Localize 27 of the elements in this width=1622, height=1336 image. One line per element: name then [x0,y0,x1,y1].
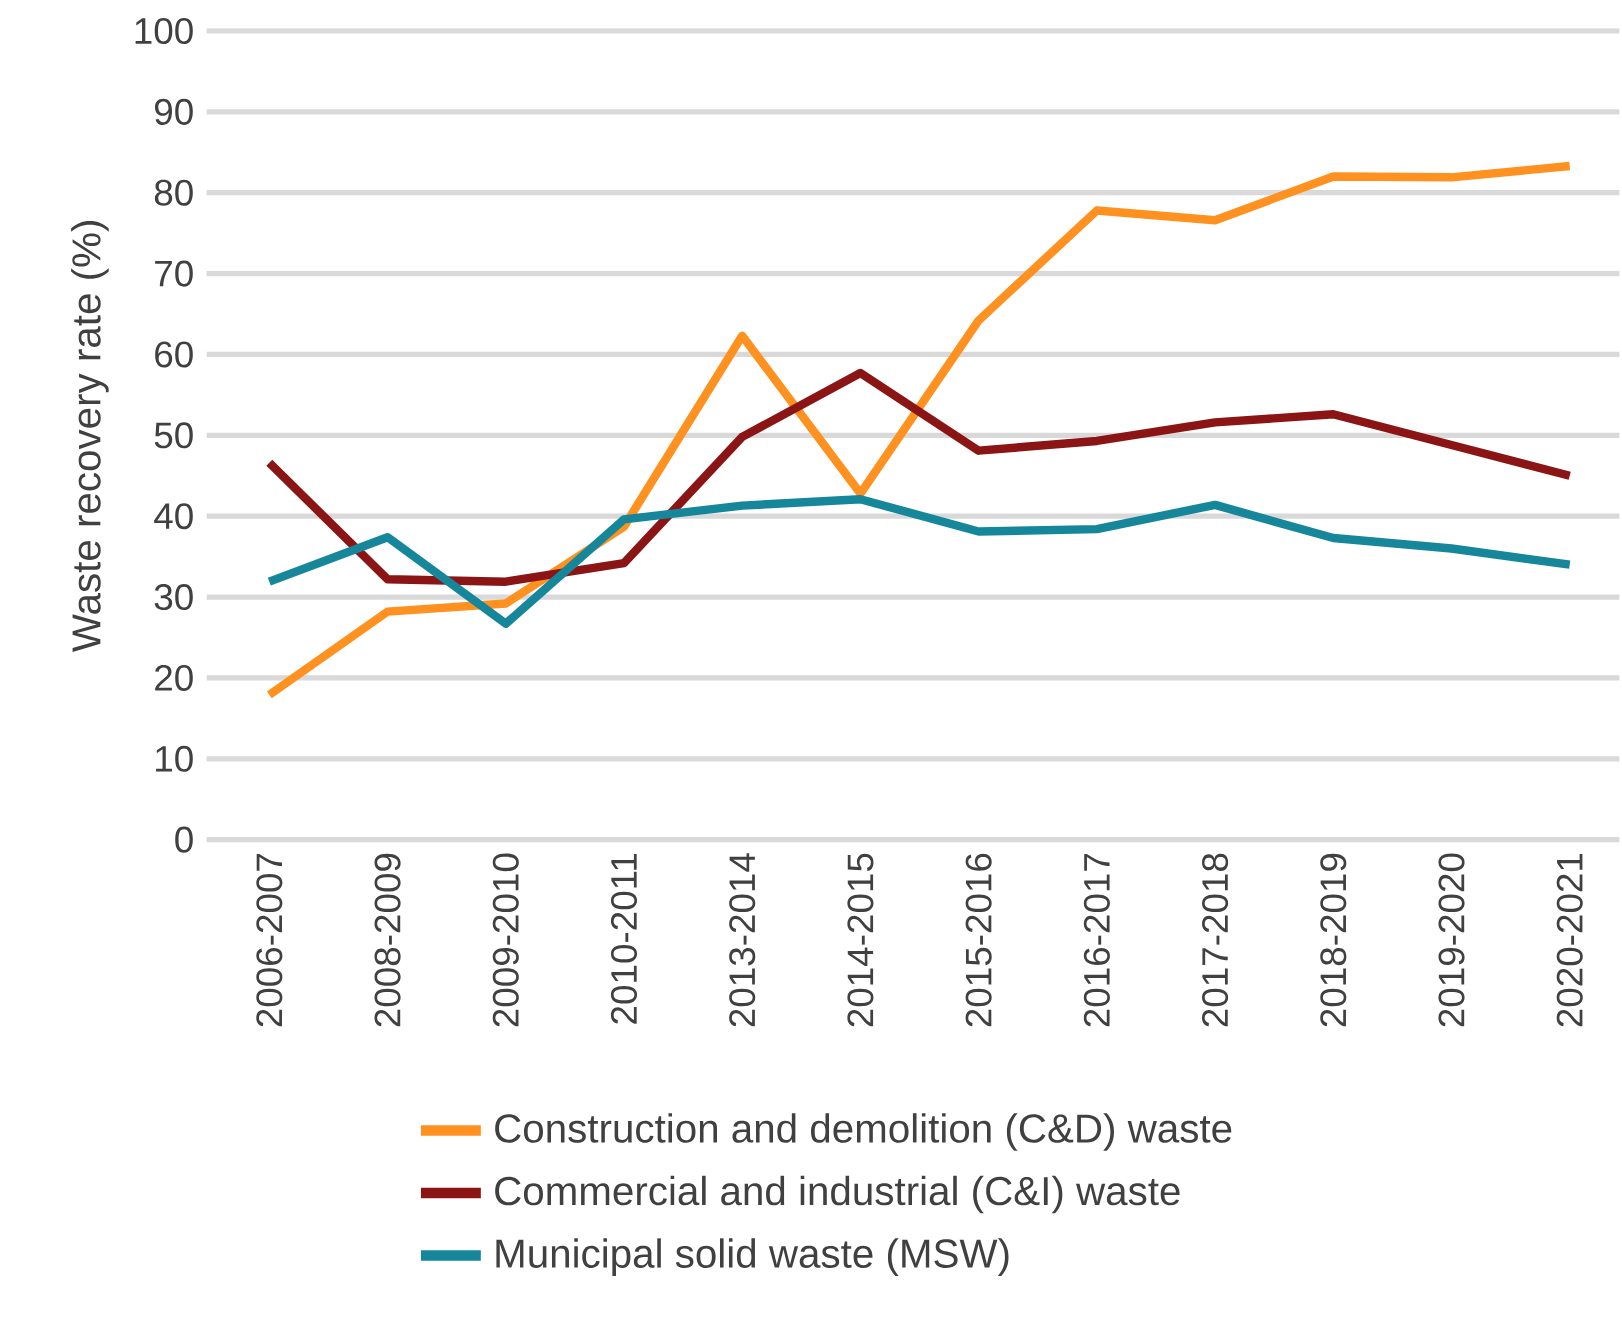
x-tick-label: 2009-2010 [492,853,519,1027]
x-tick-label: 2008-2009 [374,853,401,1027]
legend-label: Commercial and industrial (C&I) waste [495,1175,1180,1214]
x-tick-label: 2020-2021 [1556,853,1583,1027]
x-tick-label: 2014-2015 [847,853,874,1027]
y-tick-label: 100 [135,18,193,45]
x-tick-label: 2018-2019 [1320,853,1347,1027]
x-tick-label: 2010-2011 [610,853,638,1024]
x-tick-label: 2006-2007 [256,854,283,1027]
y-tick-label: 70 [155,260,193,287]
y-tick-label: 60 [155,341,193,368]
y-tick-label: 50 [154,422,193,449]
y-tick-label: 90 [154,98,193,125]
y-tick-label: 80 [154,179,193,206]
x-tick-label: 2019-2020 [1438,853,1465,1027]
y-tick-label: 40 [154,503,193,530]
legend-label: Construction and demolition (C&D) waste [495,1113,1232,1151]
x-tick-label: 2013-2014 [729,853,756,1027]
x-tick-label: 2016-2017 [1083,854,1110,1027]
x-tick-label: 2017-2018 [1202,853,1229,1027]
y-axis-title: Waste recovery rate (%) [71,221,109,652]
legend-label: Municipal solid waste (MSW) [496,1238,1009,1276]
y-tick-label: 10 [156,745,193,772]
y-tick-label: 0 [175,826,193,853]
y-tick-label: 30 [154,584,193,611]
y-tick-label: 20 [155,664,193,692]
x-tick-label: 2015-2016 [965,853,992,1027]
